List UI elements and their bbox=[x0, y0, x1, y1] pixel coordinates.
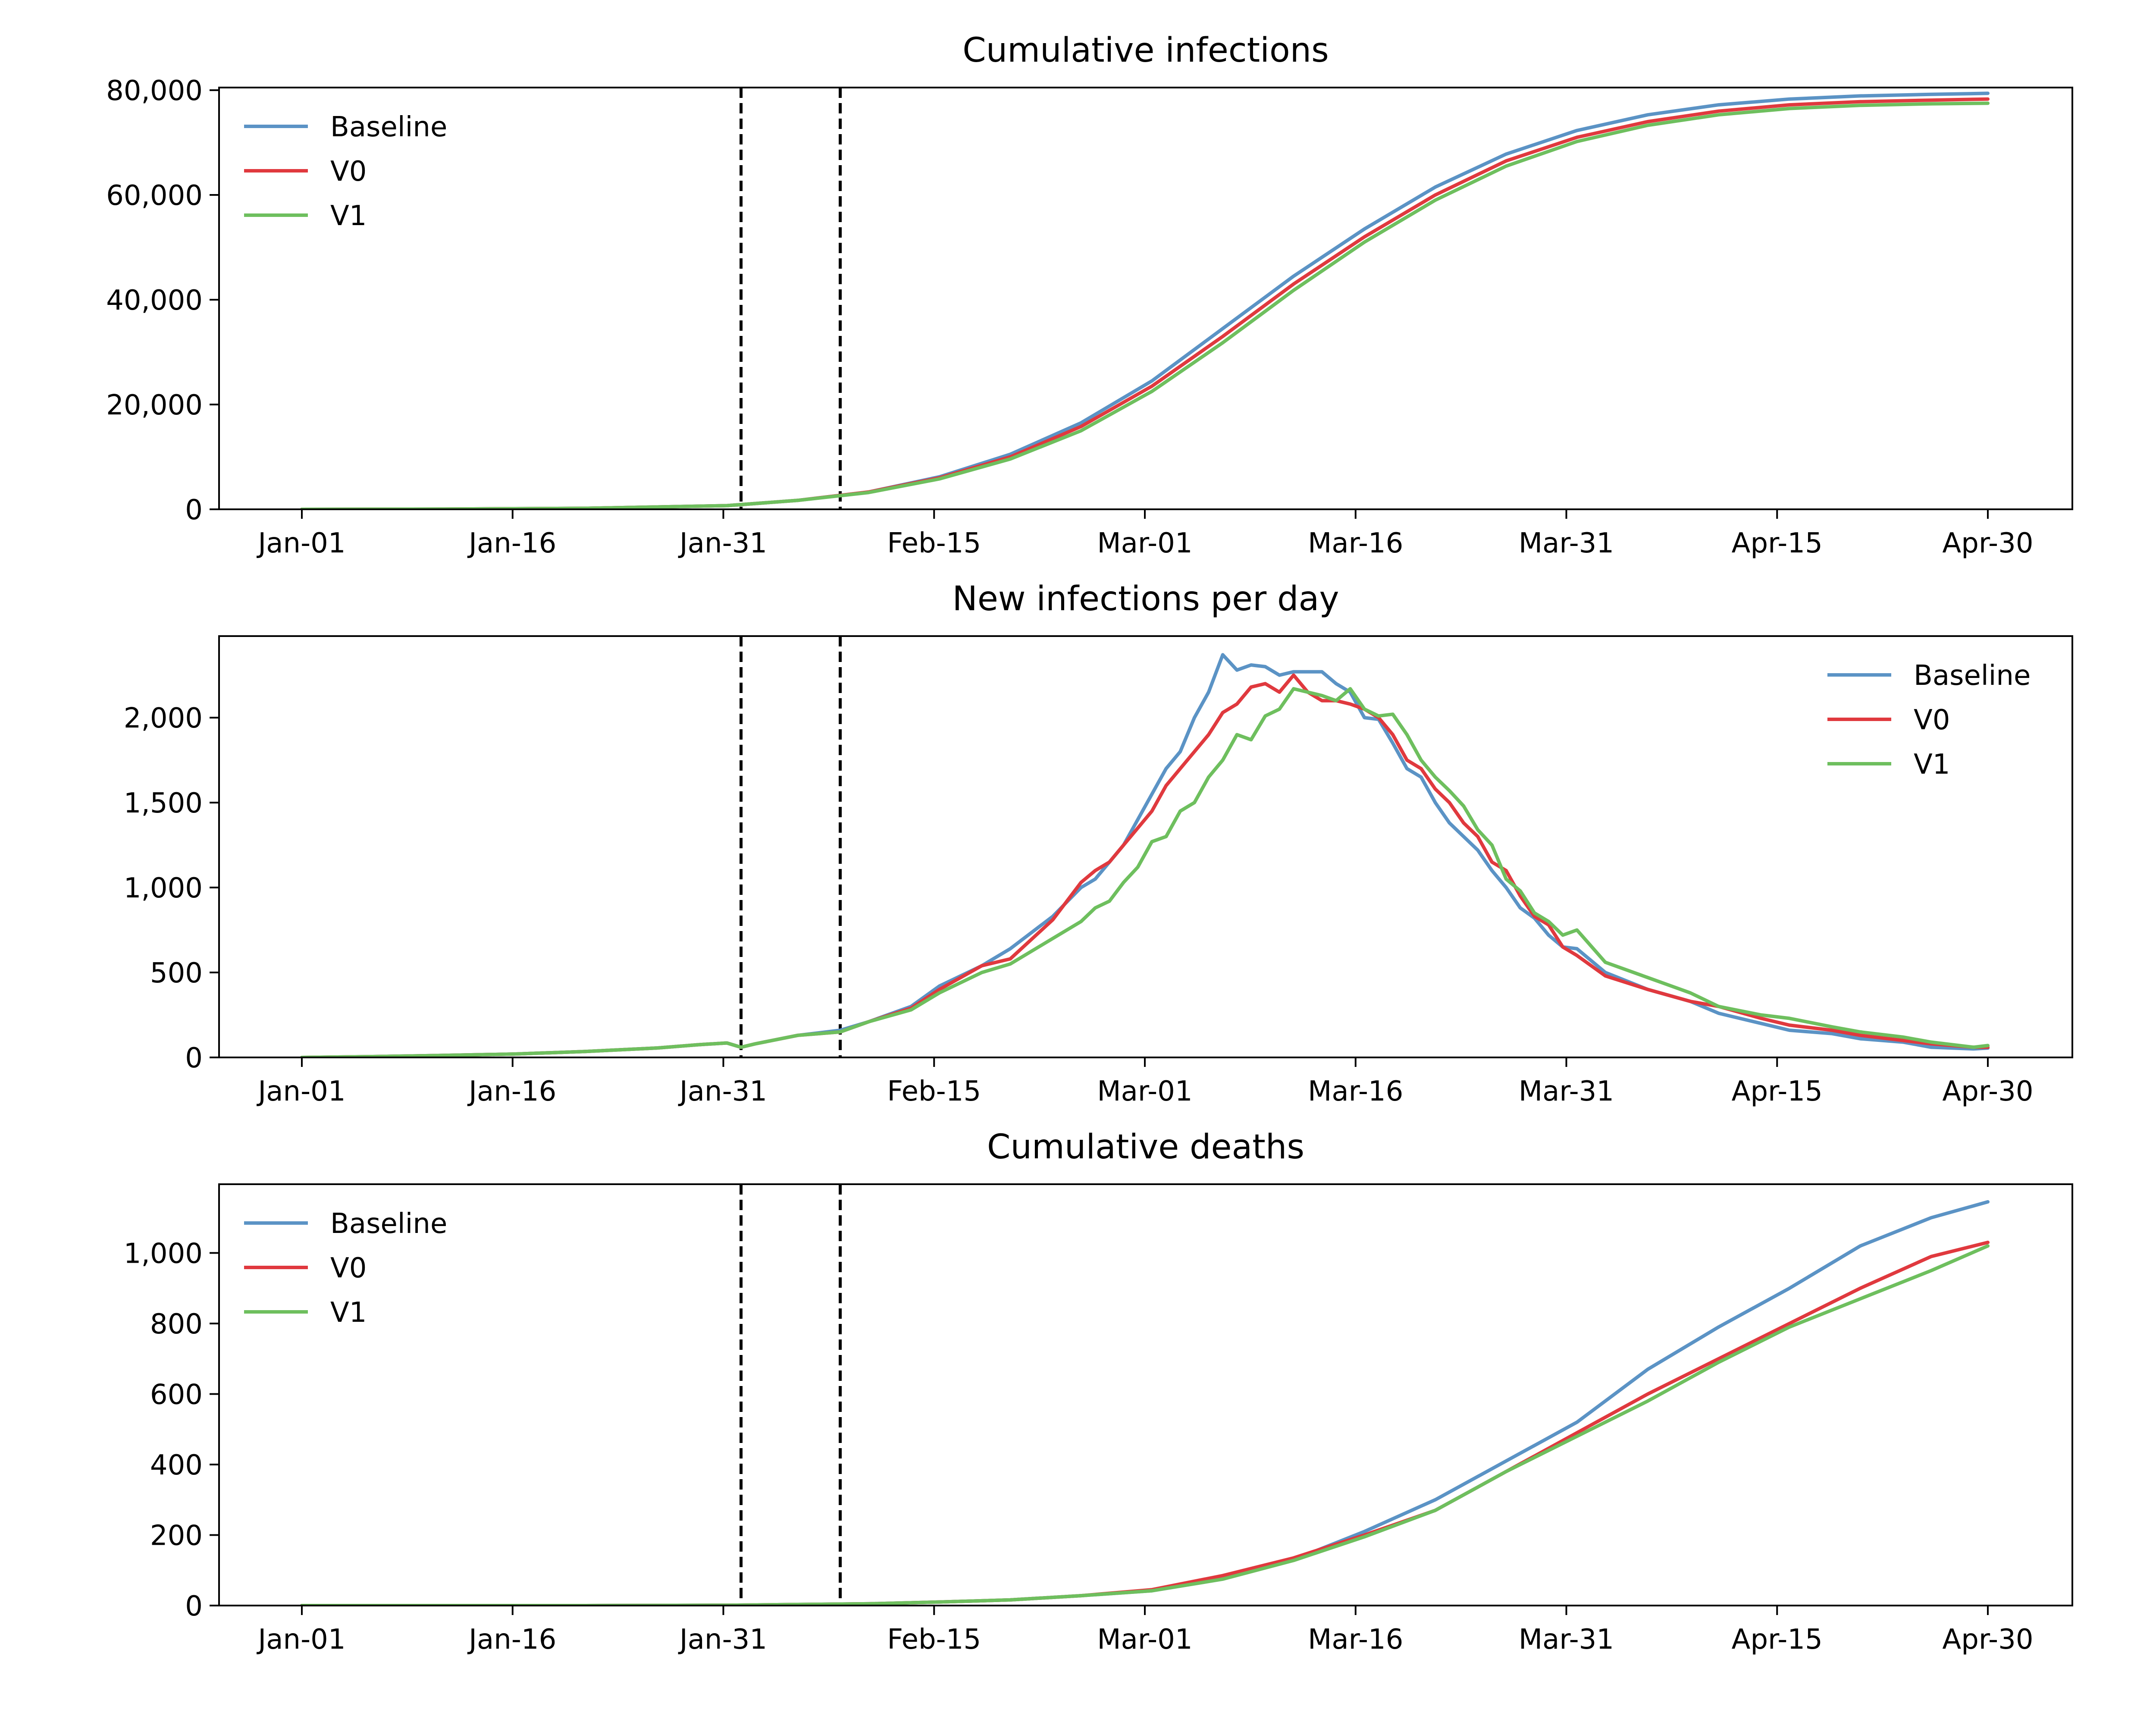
y-tick-label: 0 bbox=[185, 1042, 203, 1074]
x-tick-label: Jan-01 bbox=[256, 1624, 345, 1656]
y-tick-label: 40,000 bbox=[106, 285, 203, 317]
x-tick-label: Feb-15 bbox=[887, 1624, 981, 1656]
legend-label-v0: V0 bbox=[330, 156, 367, 188]
series-group bbox=[300, 653, 1990, 1057]
series-group bbox=[300, 91, 1990, 509]
x-tick-label: Feb-15 bbox=[887, 527, 981, 559]
series-line-v1 bbox=[300, 1244, 1990, 1606]
legend: Baseline V0 V1 bbox=[244, 111, 447, 232]
x-tick-label: Mar-01 bbox=[1097, 1624, 1192, 1656]
y-tick-label: 500 bbox=[150, 957, 203, 989]
x-tick-label: Mar-16 bbox=[1308, 1624, 1403, 1656]
x-tick-label: Mar-01 bbox=[1097, 1076, 1192, 1107]
x-tick-label: Feb-15 bbox=[887, 1076, 981, 1107]
x-tick-label: Mar-31 bbox=[1519, 1624, 1614, 1656]
y-tick-label: 1,000 bbox=[124, 1238, 203, 1270]
y-tick-label: 0 bbox=[185, 494, 203, 526]
legend: Baseline V0 V1 bbox=[244, 1208, 447, 1329]
y-tick-label: 1,500 bbox=[124, 787, 203, 819]
legend-label-v1: V1 bbox=[330, 1297, 367, 1329]
x-tick-label: Jan-31 bbox=[678, 1624, 767, 1656]
x-tick-label: Apr-30 bbox=[1942, 1076, 2033, 1107]
panel-title: Cumulative infections bbox=[962, 31, 1329, 70]
y-tick-label: 600 bbox=[150, 1379, 203, 1411]
legend-label-v1: V1 bbox=[330, 200, 367, 232]
plot-area: Jan-01 Jan-16 Jan-31 Feb-15 Mar-01 Mar-16 Mar-… bbox=[124, 635, 2073, 1107]
x-tick-label: Mar-16 bbox=[1308, 1076, 1403, 1107]
x-tick-label: Mar-31 bbox=[1519, 527, 1614, 559]
plot-area: Jan-01 Jan-16 Jan-31 Feb-15 Mar-01 Mar-16 Mar-… bbox=[124, 1183, 2073, 1656]
x-tick-label: Jan-16 bbox=[467, 1076, 556, 1107]
x-tick-label: Mar-16 bbox=[1308, 527, 1403, 559]
panel-cumulative-infections: Cumulative infections Jan-01 Jan-16 Jan-31… bbox=[106, 31, 2073, 559]
plot-area: Jan-01 Jan-16 Jan-31 Feb-15 Mar-01 Mar-16 Mar-… bbox=[106, 75, 2073, 559]
y-tick-label: 20,000 bbox=[106, 389, 203, 421]
y-tick-label: 400 bbox=[150, 1449, 203, 1481]
panel-cumulative-deaths: Cumulative deaths Jan-01 Jan-16 Jan-31 Feb-… bbox=[124, 1128, 2073, 1656]
y-tick-label: 2,000 bbox=[124, 703, 203, 734]
legend: Baseline V0 V1 bbox=[1827, 660, 2031, 781]
x-tick-label: Mar-31 bbox=[1519, 1076, 1614, 1107]
x-tick-label: Apr-30 bbox=[1942, 527, 2033, 559]
panel-new-infections-per-day: New infections per day Jan-01 Jan-16 Jan-3… bbox=[124, 580, 2073, 1107]
legend-label-v0: V0 bbox=[1914, 704, 1950, 736]
x-tick-label: Apr-15 bbox=[1732, 527, 1823, 559]
x-tick-label: Mar-01 bbox=[1097, 527, 1192, 559]
x-tick-label: Jan-16 bbox=[467, 1624, 556, 1656]
y-tick-label: 0 bbox=[185, 1590, 203, 1622]
x-tick-label: Jan-31 bbox=[678, 527, 767, 559]
series-group bbox=[300, 1200, 1990, 1606]
series-line-v1 bbox=[300, 101, 1990, 509]
x-tick-label: Jan-16 bbox=[467, 527, 556, 559]
legend-label-v1: V1 bbox=[1914, 749, 1950, 781]
x-tick-label: Apr-15 bbox=[1732, 1624, 1823, 1656]
x-tick-label: Apr-15 bbox=[1732, 1076, 1823, 1107]
panel-title: Cumulative deaths bbox=[987, 1128, 1304, 1167]
y-tick-label: 200 bbox=[150, 1520, 203, 1552]
series-line-v1 bbox=[300, 687, 1990, 1057]
legend-label-baseline: Baseline bbox=[330, 1208, 447, 1240]
y-tick-label: 80,000 bbox=[106, 75, 203, 107]
panel-title: New infections per day bbox=[952, 580, 1339, 618]
y-tick-label: 800 bbox=[150, 1308, 203, 1340]
x-tick-label: Jan-31 bbox=[678, 1076, 767, 1107]
legend-label-baseline: Baseline bbox=[1914, 660, 2031, 692]
y-tick-label: 60,000 bbox=[106, 180, 203, 212]
x-tick-label: Jan-01 bbox=[256, 527, 345, 559]
legend-label-baseline: Baseline bbox=[330, 111, 447, 143]
x-tick-label: Apr-30 bbox=[1942, 1624, 2033, 1656]
y-tick-label: 1,000 bbox=[124, 872, 203, 904]
legend-label-v0: V0 bbox=[330, 1252, 367, 1284]
x-tick-label: Jan-01 bbox=[256, 1076, 345, 1107]
